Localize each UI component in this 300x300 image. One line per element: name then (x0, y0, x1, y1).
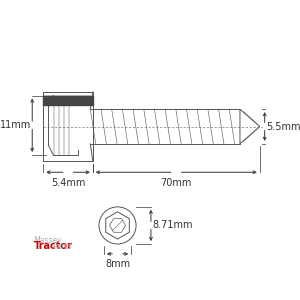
Bar (44, 96, 93, 106)
Text: 11mm: 11mm (0, 120, 31, 130)
Text: 5.5mm: 5.5mm (266, 122, 300, 131)
Text: 8.71mm: 8.71mm (152, 220, 193, 230)
Text: 70mm: 70mm (160, 178, 192, 188)
Text: Parts: Parts (53, 242, 72, 251)
Text: 8mm: 8mm (105, 259, 130, 269)
Text: Massey: Massey (34, 236, 62, 245)
Text: 5.4mm: 5.4mm (51, 178, 85, 188)
Text: Tractor: Tractor (34, 242, 72, 251)
